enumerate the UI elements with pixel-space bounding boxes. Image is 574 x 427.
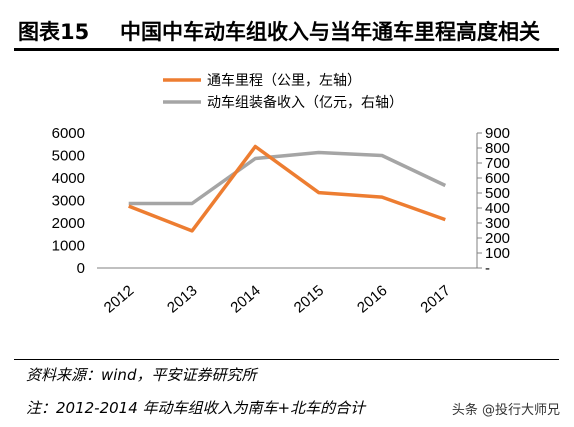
x-axis-tick-label: 2014 xyxy=(227,282,263,316)
legend-label: 通车里程（公里，左轴） xyxy=(207,72,361,89)
left-axis-tick-label: 3000 xyxy=(52,193,85,210)
right-axis-tick-label: 700 xyxy=(485,155,510,172)
left-axis-tick-label: 2000 xyxy=(52,215,85,232)
left-axis-tick-label: 1000 xyxy=(52,238,85,255)
x-axis-tick-label: 2016 xyxy=(354,282,390,316)
figure-title-bar: 图表15 中国中车动车组收入与当年通车里程高度相关 xyxy=(14,14,559,51)
left-axis-tick-label: 6000 xyxy=(52,125,85,142)
figure-title: 中国中车动车组收入与当年通车里程高度相关 xyxy=(120,20,540,44)
left-axis-tick-label: 0 xyxy=(77,260,85,277)
series-line-revenue xyxy=(128,150,447,206)
right-axis-tick-label: 200 xyxy=(485,230,510,247)
x-axis-tick-label: 2017 xyxy=(417,282,453,316)
right-axis-tick-label: 900 xyxy=(485,125,510,142)
watermark: 头条 @投行大师兄 xyxy=(451,403,560,418)
legend-label: 动车组装备收入（亿元，右轴） xyxy=(207,94,403,111)
source-note: 资料来源：wind，平安证券研究所 xyxy=(26,366,257,384)
right-axis-tick-label: 500 xyxy=(485,185,510,202)
line-chart: 0 1000 2000 3000 4000 5000 6000 -10020030040050… xyxy=(52,72,510,317)
right-axis-tick-label: 400 xyxy=(485,200,510,217)
left-axis-tick-label: 4000 xyxy=(52,170,85,187)
right-axis-tick-label: 300 xyxy=(485,215,510,232)
left-axis-tick-label: 5000 xyxy=(52,148,85,165)
footer-divider xyxy=(14,359,559,360)
x-axis-tick-label: 2015 xyxy=(291,282,327,316)
x-axis-tick-label: 2013 xyxy=(164,282,200,316)
right-axis-tick-label: 100 xyxy=(485,245,510,262)
series-line-mileage xyxy=(128,144,446,233)
right-axis-tick-label: 800 xyxy=(485,140,510,157)
figure-number: 图表15 xyxy=(18,20,90,44)
x-axis-tick-label: 2012 xyxy=(101,282,137,316)
right-axis-tick-label: - xyxy=(485,260,490,277)
right-axis-tick-label: 600 xyxy=(485,170,510,187)
footnote: 注：2012-2014 年动车组收入为南车+北车的合计 xyxy=(26,399,366,417)
